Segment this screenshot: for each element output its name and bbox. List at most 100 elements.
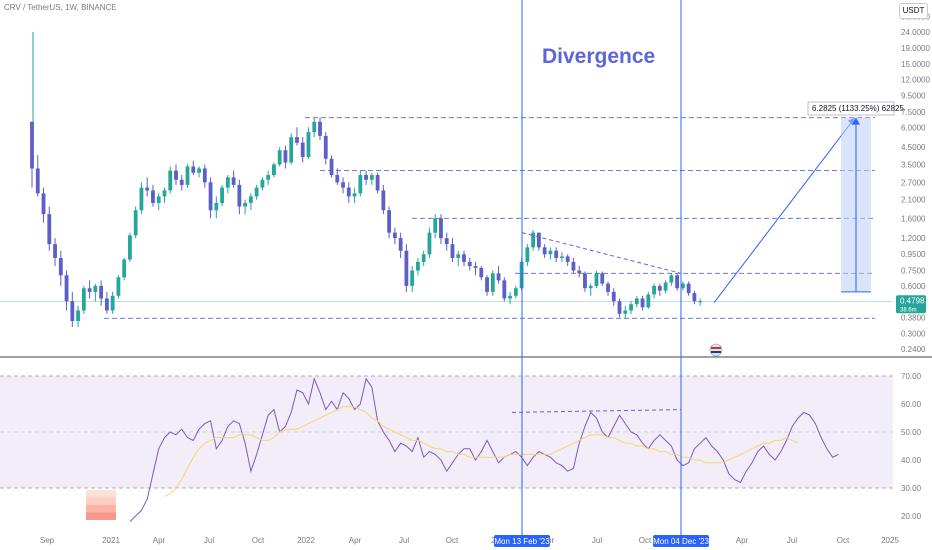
- candle: [35, 168, 40, 194]
- candle: [439, 218, 443, 239]
- rsi-ma-line: [164, 406, 799, 497]
- candle: [669, 275, 674, 283]
- candle: [652, 285, 656, 295]
- candle: [375, 175, 380, 191]
- candle: [122, 259, 127, 278]
- price-tick-label: 0.7500: [901, 267, 926, 276]
- candle-series: [30, 31, 703, 328]
- time-tick-label: 2021: [102, 536, 120, 545]
- candle: [479, 267, 484, 278]
- candle: [128, 235, 132, 260]
- candle: [588, 285, 593, 289]
- time-tick-label: 2025: [881, 536, 899, 545]
- price-tick-label: 2.1000: [901, 196, 926, 205]
- candle: [295, 137, 299, 143]
- candle: [623, 310, 628, 314]
- oversold-shade: [86, 490, 116, 498]
- candle: [110, 295, 115, 311]
- candle: [260, 179, 265, 188]
- price-trendline: [521, 232, 682, 274]
- candle: [542, 247, 547, 255]
- candle: [617, 301, 622, 314]
- candle: [346, 187, 351, 197]
- candle: [306, 132, 311, 157]
- candle: [421, 254, 426, 262]
- oversold-shade: [86, 497, 116, 505]
- candle: [698, 301, 703, 303]
- candle: [104, 298, 109, 311]
- candle: [81, 288, 86, 311]
- candle: [53, 244, 57, 258]
- candle: [634, 298, 639, 305]
- candle: [139, 187, 144, 211]
- candle: [646, 294, 651, 308]
- candle: [490, 273, 495, 292]
- time-tick-label: Apr: [736, 536, 749, 545]
- candle: [335, 175, 340, 183]
- rsi-tick-label: 20.00: [901, 512, 922, 521]
- candle: [657, 285, 662, 291]
- candle: [179, 179, 184, 185]
- horizontal-levels: [104, 117, 875, 319]
- rsi-tick-label: 50.00: [901, 428, 922, 437]
- candle: [381, 190, 386, 211]
- currency-selector[interactable]: USDT: [899, 3, 928, 19]
- time-tick-label: Jul: [592, 536, 602, 545]
- rsi-tick-label: 40.00: [901, 456, 922, 465]
- candle: [99, 285, 104, 299]
- price-tick-label: 0.6000: [901, 282, 926, 291]
- candle: [640, 298, 645, 308]
- candle: [254, 187, 259, 197]
- oversold-shade: [86, 505, 116, 513]
- candle: [462, 254, 466, 262]
- candle: [277, 150, 282, 165]
- time-tick-label: Apr: [349, 536, 362, 545]
- candle: [202, 168, 207, 183]
- flag-icon-stripe: [711, 347, 721, 349]
- price-tick-label: 15.0000: [901, 60, 930, 69]
- candle: [266, 175, 271, 180]
- candle: [692, 293, 697, 302]
- candle: [283, 150, 288, 163]
- candle: [629, 304, 633, 311]
- drawing-overlay: 6.2825 (1133.25%) 62825: [511, 0, 904, 538]
- candle: [531, 232, 536, 248]
- price-tick-label: 3.5000: [901, 160, 926, 169]
- candle: [473, 266, 478, 268]
- candle: [323, 135, 328, 159]
- rsi-tick-label: 30.00: [901, 484, 922, 493]
- target-label: 6.2825 (1133.25%) 62825: [812, 104, 904, 113]
- candle: [289, 137, 294, 163]
- candle: [300, 142, 305, 157]
- price-tick-label: 19.0000: [901, 44, 930, 53]
- candle: [404, 250, 409, 286]
- candle: [364, 175, 368, 180]
- candle: [87, 288, 92, 292]
- time-tick-label: Oct: [252, 536, 265, 545]
- candle: [611, 291, 616, 302]
- candle: [663, 282, 668, 291]
- price-tick-label: 9.5000: [901, 92, 926, 101]
- candle: [410, 270, 415, 286]
- flag-icon: [709, 343, 723, 357]
- candle: [680, 283, 685, 289]
- candle: [168, 170, 173, 191]
- price-tick-label: 12.0000: [901, 76, 930, 85]
- candle: [398, 238, 403, 251]
- rsi-tick-label: 70.00: [901, 372, 922, 381]
- price-tick-label: 1.2000: [901, 234, 926, 243]
- target-label-box: [807, 101, 895, 116]
- candle: [508, 295, 512, 299]
- time-tick-label: Sep: [40, 536, 55, 545]
- time-tick-label: Oct: [639, 536, 652, 545]
- candle: [237, 184, 242, 207]
- candle: [248, 196, 253, 203]
- candle: [318, 121, 322, 136]
- candle: [162, 190, 167, 197]
- candle: [220, 187, 224, 203]
- price-tick-label: 2.7000: [901, 178, 926, 187]
- price-tick-label: 6.0000: [901, 123, 926, 132]
- crosshair-date-pill: [494, 535, 550, 547]
- symbol-header: CRV / TetherUS, 1W, BINANCE: [4, 3, 117, 12]
